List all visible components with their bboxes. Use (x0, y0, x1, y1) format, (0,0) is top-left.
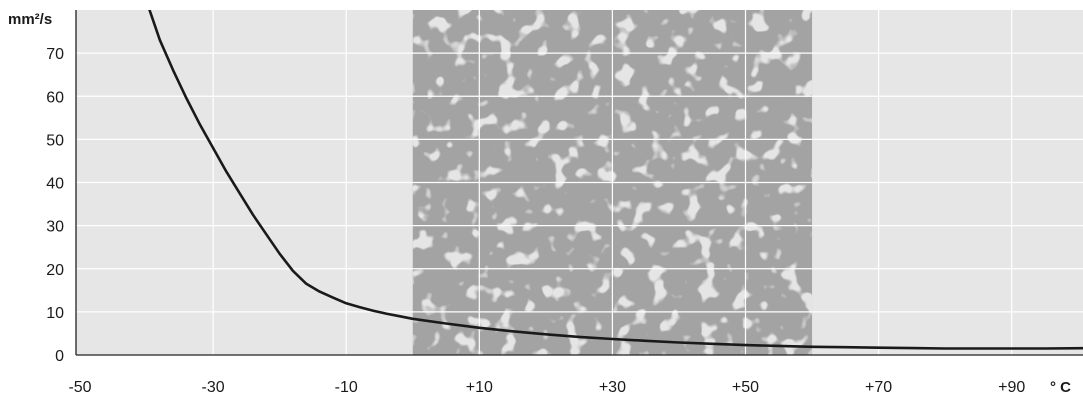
series-layer (148, 10, 1083, 350)
y-tick-label: 20 (46, 262, 64, 279)
y-tick-label: 30 (46, 219, 64, 236)
y-tick-label: 0 (55, 348, 64, 365)
y-tick-label: 70 (46, 46, 64, 63)
y-tick-label: 60 (46, 89, 64, 106)
x-axis-unit-label: ° C (1050, 379, 1071, 396)
x-tick-label: -50 (68, 379, 91, 396)
x-tick-label: +10 (466, 379, 493, 396)
x-tick-label: -10 (335, 379, 358, 396)
grid-layer (75, 10, 1083, 356)
y-tick-label: 10 (46, 305, 64, 322)
x-axis-ticks: -50 -30 -10 +10 +30 +50 +70 +90 (68, 379, 1025, 396)
x-tick-label: +90 (998, 379, 1025, 396)
y-tick-label: 50 (46, 132, 64, 149)
y-axis-ticks: 0 10 20 30 40 50 60 70 (46, 46, 64, 365)
y-axis-unit-label: mm²/s (8, 11, 52, 28)
x-tick-label: +50 (732, 379, 759, 396)
series-line-0 (148, 10, 1083, 350)
y-tick-label: 40 (46, 176, 64, 193)
x-tick-label: +30 (599, 379, 626, 396)
x-tick-label: +70 (865, 379, 892, 396)
x-tick-label: -30 (202, 379, 225, 396)
